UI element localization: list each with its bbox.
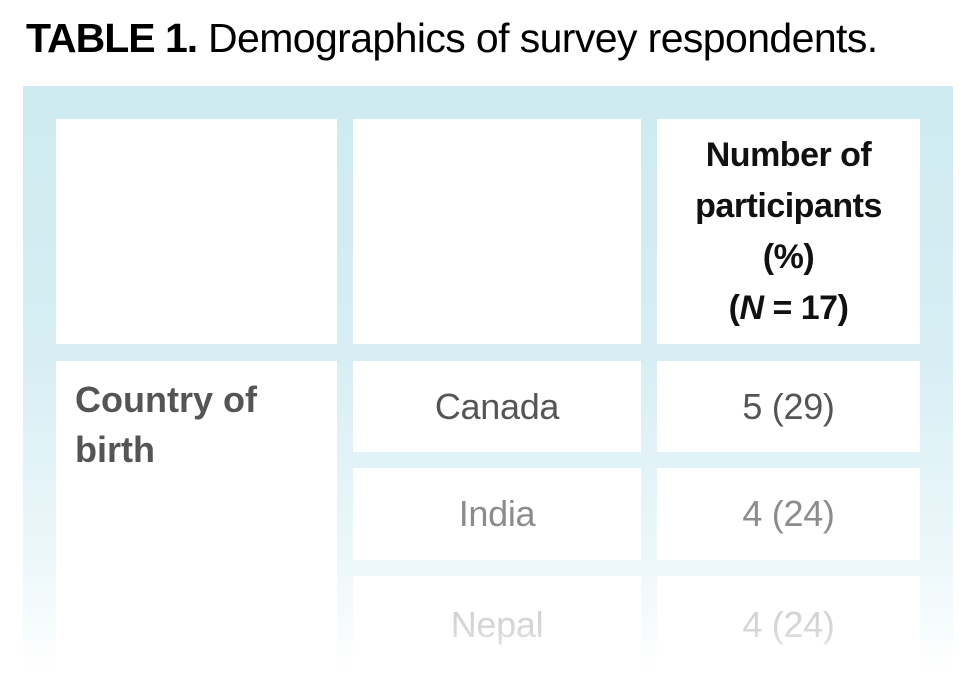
header-line-4: (N = 17) xyxy=(728,288,849,327)
table-row-1-value: 5 (29) xyxy=(657,361,920,452)
header-line-3: (%) xyxy=(762,237,815,276)
category-cell-country-of-birth: Country of birth xyxy=(56,361,337,673)
header-cell-empty-2 xyxy=(353,119,641,344)
table-row-2-value: 4 (24) xyxy=(657,468,920,560)
header-cell-empty-1 xyxy=(56,119,337,344)
table-row-2-country: India xyxy=(353,468,641,560)
table-row-1-country: Canada xyxy=(353,361,641,452)
participants-header: Number of participants (%) (N = 17) xyxy=(695,130,882,334)
table-row-3-value: 4 (24) xyxy=(657,576,920,673)
category-line-2: birth xyxy=(75,429,155,470)
table-number-label: TABLE 1. xyxy=(26,15,198,61)
header-line-1: Number of xyxy=(705,135,872,174)
category-line-1: Country of xyxy=(75,379,257,420)
table-title: TABLE 1. Demographics of survey responde… xyxy=(26,14,878,62)
header-cell-participants: Number of participants (%) (N = 17) xyxy=(657,119,920,344)
table-caption: Demographics of survey respondents. xyxy=(197,15,878,61)
table-row-3-country: Nepal xyxy=(353,576,641,673)
header-line-2: participants xyxy=(695,186,882,225)
